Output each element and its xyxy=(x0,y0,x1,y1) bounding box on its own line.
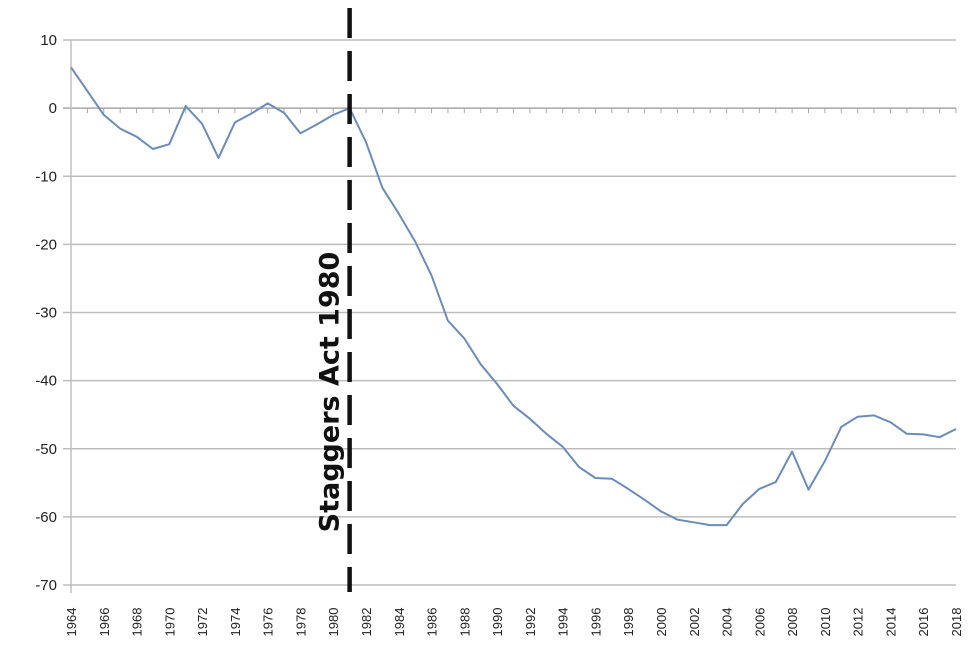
y-tick-label: 10 xyxy=(40,32,57,49)
x-axis xyxy=(63,40,957,593)
y-tick-label: -40 xyxy=(35,373,57,390)
x-tick-label: 1970 xyxy=(162,608,177,637)
x-tick-label: 1966 xyxy=(97,608,112,637)
x-tick-label: 2000 xyxy=(654,608,669,637)
x-tick-label: 1984 xyxy=(392,608,407,637)
x-tick-label: 2012 xyxy=(851,608,866,637)
x-axis-tick-labels: 1964 1966 1968 1970 1972 1974 1976 1978 1980 1982… xyxy=(64,608,964,637)
x-tick-label: 2018 xyxy=(949,608,964,637)
y-tick-label: -10 xyxy=(35,168,57,185)
x-tick-label: 1972 xyxy=(195,608,210,637)
x-tick-label: 1976 xyxy=(261,608,276,637)
x-tick-label: 1986 xyxy=(425,608,440,637)
x-tick-label: 1964 xyxy=(64,608,79,637)
x-tick-label: 2008 xyxy=(785,608,800,637)
annotation-label: Staggers Act 1980 xyxy=(315,252,346,533)
x-tick-label: 2016 xyxy=(916,608,931,637)
y-tick-label: -70 xyxy=(35,577,57,594)
x-tick-label: 2006 xyxy=(752,608,767,637)
x-tick-label: 1992 xyxy=(523,608,538,637)
annotations: Staggers Act 1980 xyxy=(315,8,352,592)
x-tick-label: 2010 xyxy=(818,608,833,637)
x-tick-label: 1998 xyxy=(621,608,636,637)
series xyxy=(70,66,957,527)
y-tick-label: -20 xyxy=(35,236,57,253)
x-tick-label: 1994 xyxy=(556,608,571,637)
y-tick-label: -30 xyxy=(35,305,57,322)
y-tick-label: -60 xyxy=(35,509,57,526)
series-line xyxy=(70,66,957,527)
x-tick-label: 2002 xyxy=(687,608,702,637)
gridlines xyxy=(63,39,956,586)
x-tick-label: 1978 xyxy=(293,608,308,637)
x-tick-label: 1982 xyxy=(359,608,374,637)
y-axis-tick-labels: 10 0 -10 -20 -30 -40 -50 -60 -70 xyxy=(35,32,57,594)
x-tick-label: 2014 xyxy=(883,608,898,637)
x-tick-label: 1996 xyxy=(588,608,603,637)
x-tick-label: 1980 xyxy=(326,608,341,637)
x-tick-label: 2004 xyxy=(720,608,735,637)
x-tick-label: 1974 xyxy=(228,608,243,637)
x-tick-label: 1988 xyxy=(457,608,472,637)
x-tick-label: 1990 xyxy=(490,608,505,637)
y-tick-label: 0 xyxy=(49,100,57,117)
y-tick-label: -50 xyxy=(35,441,57,458)
x-tick-label: 1968 xyxy=(130,608,145,637)
